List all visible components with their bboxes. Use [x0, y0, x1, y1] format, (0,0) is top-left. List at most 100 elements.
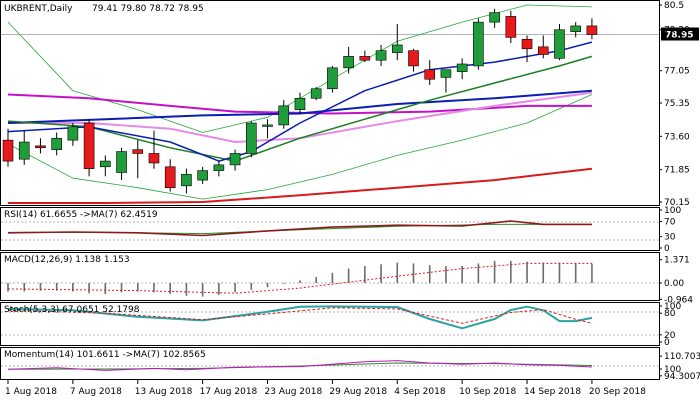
stoch-panel [0, 302, 660, 346]
ma-navy-line [7, 89, 592, 124]
price-tick-1: 79.20 [664, 26, 690, 36]
macd-panel [0, 252, 660, 301]
macd-tick-1: 0.00 [664, 279, 684, 289]
chart-ohlc: 79.41 79.80 78.72 78.95 [92, 4, 204, 14]
candle-body [537, 46, 549, 55]
candle-body [197, 170, 208, 181]
momentum-ma-line [7, 362, 592, 370]
x-tick-label-3: 17 Aug 2018 [200, 387, 258, 397]
candle-body [67, 126, 79, 141]
reference-levels [1, 221, 659, 367]
candle-body [343, 56, 354, 69]
price-tag: 78.95 [661, 27, 699, 41]
x-tick-label-4: 23 Aug 2018 [265, 387, 323, 397]
ma-red-line [8, 167, 593, 204]
candle-body [359, 56, 371, 61]
ma-blue-line [7, 41, 593, 162]
macd-title: MACD(12,26,9) 1.138 1.153 [4, 255, 130, 265]
candle-body [164, 166, 176, 189]
x-tick-label-5: 29 Aug 2018 [329, 387, 387, 397]
stoch-tick-0: 100 [664, 302, 681, 312]
candle-body [391, 44, 403, 53]
candle-body [586, 25, 598, 35]
candles [2, 8, 598, 194]
candle-body [2, 139, 14, 162]
momentum-tick-2: 94.3007 [664, 372, 700, 382]
x-tick-label-1: 7 Aug 2018 [70, 387, 122, 397]
candle-body [505, 16, 517, 38]
candle-body [294, 97, 306, 110]
candle-body [554, 29, 565, 59]
price-tag-label: 78.95 [665, 31, 693, 41]
macd-plot [7, 260, 593, 297]
price-tick-2: 77.05 [664, 67, 690, 77]
rsi-title: RSI(14) 61.6655 ->MA(7) 62.4519 [4, 210, 158, 220]
rsi-tick-1: 70 [664, 217, 676, 227]
momentum-panel [0, 347, 660, 380]
price-tick-5: 71.85 [664, 166, 690, 176]
stoch-tick-1: 80 [664, 309, 676, 319]
candle-body [51, 137, 62, 150]
candle-body [489, 12, 500, 23]
candle-body [440, 69, 452, 78]
candle-body [262, 124, 273, 127]
candle-body [229, 153, 241, 166]
candle-body [246, 122, 257, 154]
candle-body [132, 149, 144, 154]
macd-signal-line [7, 262, 592, 294]
momentum-tick-0: 110.7032 [664, 352, 700, 362]
rsi-line [7, 220, 592, 237]
bollinger-lower-line [7, 94, 593, 200]
macd-tick-2: -0.964 [664, 295, 693, 305]
rsi-lines [7, 220, 592, 237]
candle-body [83, 122, 95, 169]
candle-body [310, 88, 322, 99]
candle-body [278, 105, 290, 126]
candle-body [521, 38, 533, 50]
stoch-d-line [7, 307, 593, 324]
y-axis-labels: 80.579.2077.0575.3573.6071.8570.15100703… [659, 1, 700, 382]
candle-body [456, 63, 468, 72]
stoch-lines [7, 305, 593, 330]
price-tick-0: 80.5 [664, 1, 684, 11]
x-axis-labels: 1 Aug 2018 7 Aug 2018 13 Aug 2018 17 Aug 20… [5, 380, 646, 397]
macd-tick-0: 1.371 [664, 256, 690, 266]
candle-body [424, 69, 436, 80]
price-tick-4: 73.60 [664, 132, 690, 142]
stoch-tick-2: 20 [664, 331, 676, 341]
candle-body [213, 164, 225, 171]
rsi-tick-0: 100 [664, 206, 681, 216]
stoch-title: Stoch(5,3,3) 67.0651 52.1798 [4, 305, 140, 315]
rsi-panel [0, 207, 660, 251]
momentum-tick-1: 100 [664, 365, 681, 375]
candle-body [181, 174, 192, 187]
candle-body [570, 25, 582, 32]
candle-body [408, 50, 419, 67]
rsi-tick-2: 30 [664, 233, 676, 243]
stoch-tick-3: 0 [664, 338, 670, 348]
momentum-lines [7, 360, 592, 371]
x-tick-label-9: 20 Sep 2018 [589, 387, 646, 397]
candle-body [148, 153, 160, 164]
candle-body [375, 50, 387, 61]
candle-body [116, 151, 127, 173]
price-tick-3: 75.35 [664, 99, 690, 109]
momentum-line [7, 360, 592, 371]
panel-frames [0, 0, 660, 380]
candle-body [327, 67, 338, 90]
momentum-title: Momentum(14) 101.6611 ->MA(7) 102.8565 [4, 350, 206, 360]
chart-symbol: UKBRENT,Daily [4, 4, 73, 14]
stoch-k-line [7, 305, 593, 330]
x-tick-label-7: 10 Sep 2018 [459, 387, 516, 397]
candle-body [35, 145, 46, 149]
x-tick-label-8: 14 Sep 2018 [524, 387, 581, 397]
ma-green-line [7, 55, 593, 162]
price-tick-6: 70.15 [664, 198, 690, 208]
x-tick-label-0: 1 Aug 2018 [5, 387, 57, 397]
main-indicator-lines [7, 4, 593, 204]
x-tick-label-6: 4 Sep 2018 [394, 387, 446, 397]
candle-body [18, 141, 30, 160]
x-tick-label-2: 13 Aug 2018 [135, 387, 193, 397]
ma-pink-line [8, 91, 593, 143]
